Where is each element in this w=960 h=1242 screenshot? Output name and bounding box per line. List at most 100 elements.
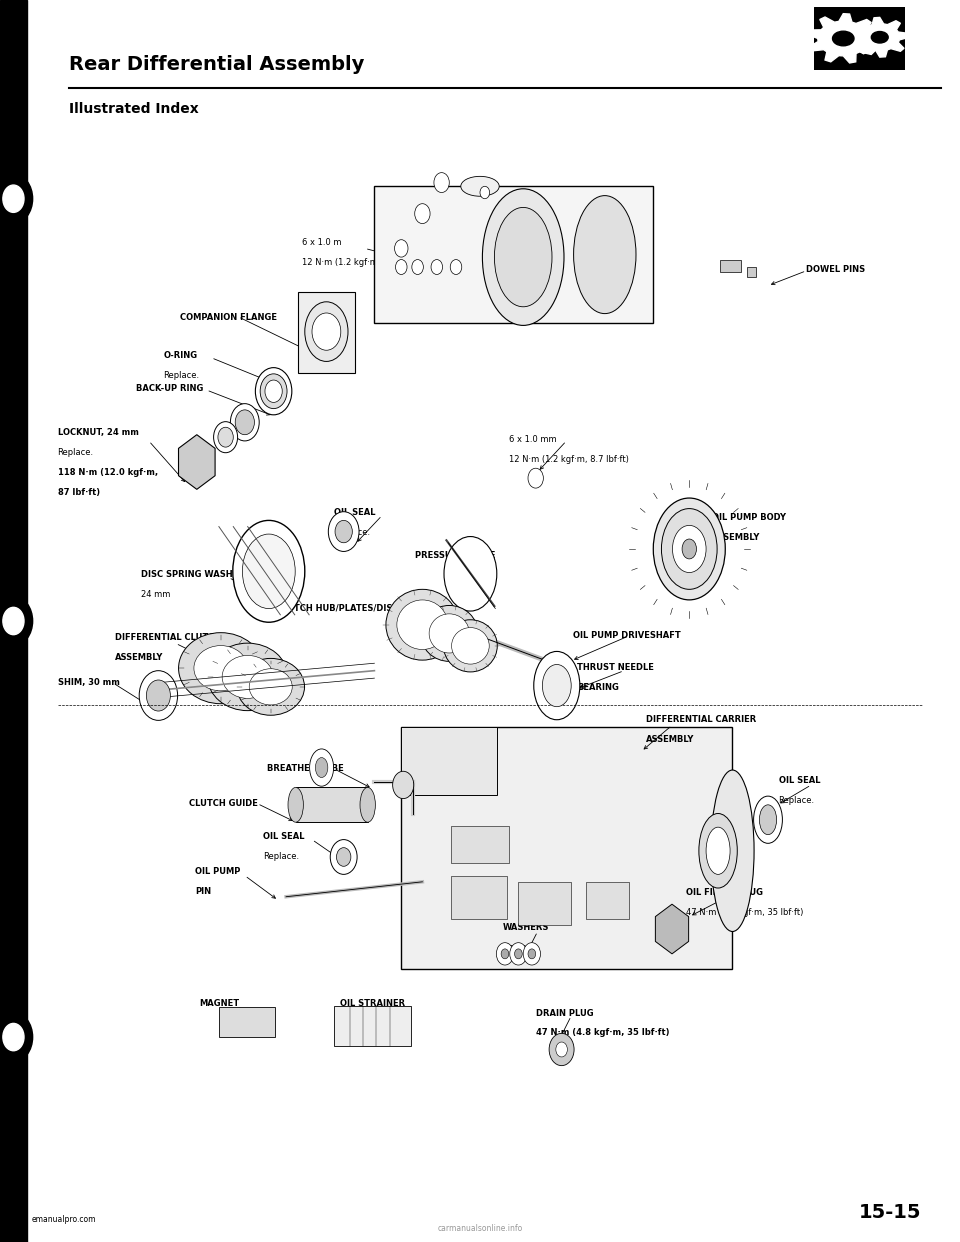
Text: 47 N·m (4.8 kgf·m, 35 lbf·ft): 47 N·m (4.8 kgf·m, 35 lbf·ft): [536, 1028, 669, 1037]
Text: ASSEMBLY: ASSEMBLY: [115, 653, 163, 662]
Ellipse shape: [218, 427, 233, 447]
Text: Replace.: Replace.: [263, 852, 300, 861]
Ellipse shape: [337, 847, 351, 867]
Text: DIFFERENTIAL CARRIER: DIFFERENTIAL CARRIER: [646, 715, 756, 724]
Ellipse shape: [444, 620, 497, 672]
Circle shape: [434, 173, 449, 193]
Text: 6 x 1.0 m: 6 x 1.0 m: [302, 238, 342, 247]
Text: OIL STRAINER: OIL STRAINER: [340, 999, 405, 1007]
Circle shape: [450, 260, 462, 274]
Ellipse shape: [237, 658, 304, 715]
Circle shape: [515, 949, 522, 959]
Ellipse shape: [222, 656, 274, 698]
Text: Replace.: Replace.: [779, 796, 815, 805]
Ellipse shape: [573, 195, 636, 313]
Ellipse shape: [213, 422, 238, 452]
Text: emanualpro.com: emanualpro.com: [32, 1215, 96, 1225]
Text: PRESSURE PLATE: PRESSURE PLATE: [415, 551, 495, 560]
Ellipse shape: [260, 374, 287, 409]
FancyBboxPatch shape: [401, 727, 497, 795]
Ellipse shape: [255, 368, 292, 415]
Ellipse shape: [235, 410, 254, 435]
Ellipse shape: [393, 771, 414, 799]
Text: LOCKNUT, 24 mm: LOCKNUT, 24 mm: [58, 428, 138, 437]
Ellipse shape: [483, 189, 564, 325]
Text: 12 N·m (1.2 kgf·m, 8.7 lbf·ft): 12 N·m (1.2 kgf·m, 8.7 lbf·ft): [509, 455, 629, 463]
Ellipse shape: [542, 664, 571, 707]
Ellipse shape: [672, 525, 706, 573]
Circle shape: [3, 1023, 24, 1051]
Ellipse shape: [556, 1042, 567, 1057]
FancyBboxPatch shape: [219, 1007, 275, 1037]
Text: SHIM, 30 mm: SHIM, 30 mm: [58, 678, 119, 687]
FancyBboxPatch shape: [451, 826, 509, 863]
Ellipse shape: [429, 614, 469, 653]
Ellipse shape: [710, 770, 755, 932]
Ellipse shape: [451, 627, 490, 664]
Text: CLUTCH GUIDE: CLUTCH GUIDE: [189, 799, 258, 807]
Text: MAGNET: MAGNET: [200, 999, 240, 1007]
Polygon shape: [807, 14, 879, 63]
Ellipse shape: [759, 805, 777, 835]
Text: OIL FILLER PLUG: OIL FILLER PLUG: [686, 888, 763, 897]
FancyBboxPatch shape: [401, 727, 732, 969]
Polygon shape: [656, 904, 688, 954]
FancyBboxPatch shape: [374, 186, 653, 323]
FancyBboxPatch shape: [296, 787, 368, 822]
Ellipse shape: [699, 814, 737, 888]
Text: DOWEL PINS: DOWEL PINS: [806, 265, 866, 273]
FancyBboxPatch shape: [586, 882, 629, 919]
Ellipse shape: [315, 758, 328, 777]
Circle shape: [496, 943, 514, 965]
Ellipse shape: [444, 537, 497, 611]
Text: OIL SEAL: OIL SEAL: [779, 776, 820, 785]
Text: OIL SEAL: OIL SEAL: [334, 508, 375, 517]
Ellipse shape: [233, 520, 305, 622]
Text: WASHERS: WASHERS: [503, 923, 549, 932]
Text: Replace.: Replace.: [163, 371, 200, 380]
Circle shape: [872, 31, 888, 43]
Circle shape: [0, 1012, 33, 1062]
Ellipse shape: [265, 380, 282, 402]
Text: DRAIN PLUG: DRAIN PLUG: [536, 1009, 593, 1017]
Text: 87 lbf·ft): 87 lbf·ft): [58, 488, 100, 497]
Circle shape: [528, 468, 543, 488]
Text: ASSEMBLY: ASSEMBLY: [712, 533, 760, 542]
Ellipse shape: [754, 796, 782, 843]
Ellipse shape: [420, 605, 478, 661]
Text: Replace.: Replace.: [503, 943, 540, 951]
Ellipse shape: [707, 827, 731, 874]
Text: OIL PUMP DRIVESHAFT: OIL PUMP DRIVESHAFT: [573, 631, 681, 640]
Circle shape: [528, 949, 536, 959]
Bar: [0, 0, 27, 1242]
Circle shape: [0, 596, 33, 646]
Ellipse shape: [250, 668, 292, 705]
Circle shape: [3, 185, 24, 212]
Ellipse shape: [328, 512, 359, 551]
Text: 118 N·m (12.0 kgf·m,: 118 N·m (12.0 kgf·m,: [58, 468, 157, 477]
Text: OIL SEAL: OIL SEAL: [263, 832, 304, 841]
Ellipse shape: [309, 749, 334, 786]
Circle shape: [412, 260, 423, 274]
Ellipse shape: [207, 643, 288, 710]
Ellipse shape: [179, 632, 263, 704]
Text: DISC SPRING WASHER: DISC SPRING WASHER: [141, 570, 245, 579]
Text: O-RING: O-RING: [163, 351, 198, 360]
Circle shape: [3, 607, 24, 635]
FancyBboxPatch shape: [720, 260, 741, 272]
Circle shape: [480, 186, 490, 199]
Circle shape: [510, 943, 527, 965]
Ellipse shape: [661, 509, 717, 589]
Text: 12 N·m (1.2 kgf·m, 8.7 lbf·ft): 12 N·m (1.2 kgf·m, 8.7 lbf·ft): [302, 258, 422, 267]
Circle shape: [396, 260, 407, 274]
Ellipse shape: [682, 539, 697, 559]
Text: 47 N·m (4.8 kgf·m, 35 lbf·ft): 47 N·m (4.8 kgf·m, 35 lbf·ft): [686, 908, 804, 917]
Text: Replace.: Replace.: [58, 448, 94, 457]
Ellipse shape: [242, 534, 296, 609]
Text: Illustrated Index: Illustrated Index: [69, 102, 199, 117]
Ellipse shape: [653, 498, 726, 600]
Ellipse shape: [461, 176, 499, 196]
Ellipse shape: [330, 840, 357, 874]
Ellipse shape: [534, 651, 580, 719]
Ellipse shape: [230, 404, 259, 441]
